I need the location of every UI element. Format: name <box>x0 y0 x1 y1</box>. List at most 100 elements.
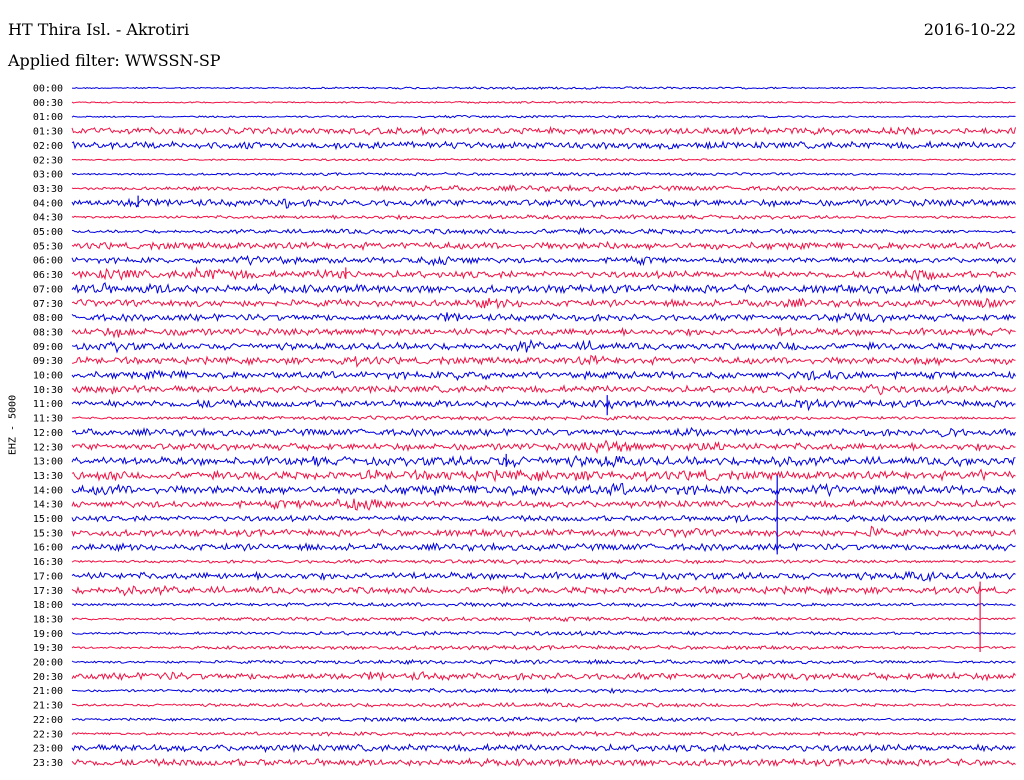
time-label: 10:30 <box>33 385 63 396</box>
time-label: 04:30 <box>33 213 63 224</box>
time-label: 04:00 <box>33 198 63 209</box>
time-label: 16:00 <box>33 543 63 554</box>
trace-1200 <box>71 426 1016 438</box>
time-label: 05:00 <box>33 227 63 238</box>
trace-0830 <box>71 326 1016 339</box>
trace-1230 <box>71 439 1016 455</box>
trace-0400 <box>71 197 1016 209</box>
trace-1500 <box>71 513 1016 524</box>
trace-2200 <box>71 716 1016 723</box>
filter-label: Applied filter: WWSSN-SP <box>8 51 221 70</box>
trace-1630 <box>71 558 1016 565</box>
trace-1400 <box>71 482 1016 498</box>
record-date: 2016-10-22 <box>923 20 1016 39</box>
time-label: 06:00 <box>33 256 63 267</box>
time-label: 22:30 <box>33 729 63 740</box>
time-label: 15:30 <box>33 528 63 539</box>
trace-1300 <box>71 454 1016 469</box>
trace-1930 <box>71 644 1016 651</box>
trace-0530 <box>71 240 1016 252</box>
time-label: 13:00 <box>33 457 63 468</box>
trace-0700 <box>71 282 1016 295</box>
trace-0730 <box>71 297 1016 310</box>
time-label: 12:30 <box>33 442 63 453</box>
time-label: 12:00 <box>33 428 63 439</box>
time-label: 23:00 <box>33 744 63 755</box>
trace-1900 <box>71 630 1016 637</box>
trace-2030 <box>71 670 1016 682</box>
time-label: 19:30 <box>33 643 63 654</box>
trace-1830 <box>71 615 1016 623</box>
trace-1100 <box>71 398 1016 412</box>
time-label: 14:30 <box>33 500 63 511</box>
time-label: 20:00 <box>33 658 63 669</box>
time-label: 17:30 <box>33 586 63 597</box>
trace-1030 <box>71 383 1016 396</box>
time-label: 11:00 <box>33 399 63 410</box>
time-label: 10:00 <box>33 371 63 382</box>
trace-0300 <box>71 171 1016 177</box>
trace-0930 <box>71 354 1016 368</box>
trace-1330 <box>71 468 1016 483</box>
time-label: 01:00 <box>33 112 63 123</box>
time-label: 02:00 <box>33 141 63 152</box>
time-label: 13:30 <box>33 471 63 482</box>
trace-1000 <box>71 369 1016 382</box>
time-label: 22:00 <box>33 715 63 726</box>
trace-2130 <box>71 701 1016 709</box>
time-label: 08:30 <box>33 327 63 338</box>
time-label: 18:00 <box>33 600 63 611</box>
time-tick-labels: 00:00 00:30 01:00 01:30 02:00 02:30 03:00 03:30… <box>33 84 63 769</box>
time-label: 03:00 <box>33 170 63 181</box>
time-label: 05:30 <box>33 241 63 252</box>
trace-0900 <box>71 338 1016 354</box>
trace-1130 <box>71 414 1016 421</box>
trace-0630 <box>71 266 1016 282</box>
seismic-traces <box>71 86 1016 768</box>
time-label: 09:30 <box>33 356 63 367</box>
trace-2230 <box>71 730 1016 738</box>
time-label: 02:30 <box>33 155 63 166</box>
trace-0200 <box>71 140 1016 151</box>
trace-2000 <box>71 658 1016 666</box>
trace-1430 <box>71 498 1016 511</box>
time-label: 18:30 <box>33 614 63 625</box>
trace-0500 <box>71 227 1016 236</box>
trace-1800 <box>71 601 1016 608</box>
trace-0430 <box>71 213 1016 221</box>
trace-0330 <box>71 184 1016 193</box>
time-label: 16:30 <box>33 557 63 568</box>
trace-0030 <box>71 100 1016 104</box>
trace-0230 <box>71 157 1016 162</box>
trace-1600 <box>71 541 1016 553</box>
trace-0800 <box>71 311 1016 324</box>
time-label: 03:30 <box>33 184 63 195</box>
time-label: 14:00 <box>33 485 63 496</box>
time-label: 01:30 <box>33 127 63 138</box>
trace-1700 <box>71 570 1016 583</box>
trace-2330 <box>71 757 1016 768</box>
trace-0130 <box>71 125 1016 137</box>
time-label: 06:30 <box>33 270 63 281</box>
seismic-spikes <box>137 195 981 652</box>
time-label: 00:00 <box>33 84 63 95</box>
trace-2300 <box>71 742 1016 754</box>
time-label: 09:00 <box>33 342 63 353</box>
time-label: 08:00 <box>33 313 63 324</box>
trace-0000 <box>71 86 1016 90</box>
time-label: 17:00 <box>33 571 63 582</box>
trace-1530 <box>71 525 1016 539</box>
trace-0600 <box>71 254 1016 267</box>
time-label: 15:00 <box>33 514 63 525</box>
station-title: HT Thira Isl. - Akrotiri <box>8 20 190 39</box>
time-label: 19:00 <box>33 629 63 640</box>
time-label: 23:30 <box>33 758 63 769</box>
trace-0100 <box>71 114 1016 119</box>
time-label: 07:00 <box>33 284 63 295</box>
time-label: 21:30 <box>33 701 63 712</box>
time-label: 11:30 <box>33 414 63 425</box>
time-label: 20:30 <box>33 672 63 683</box>
trace-2100 <box>71 687 1016 695</box>
trace-1730 <box>71 584 1016 597</box>
